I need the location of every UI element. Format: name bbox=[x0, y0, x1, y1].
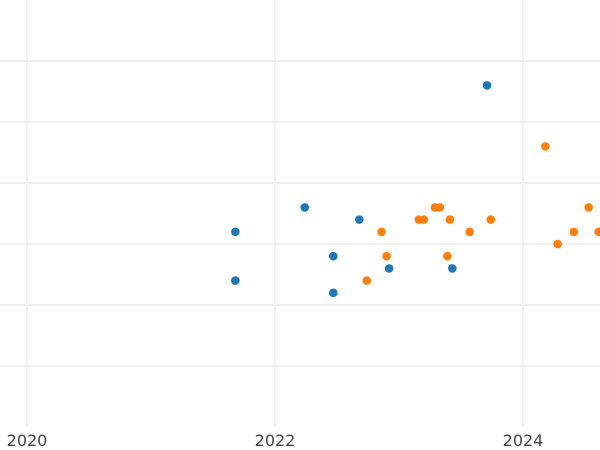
data-point-series-2 bbox=[362, 276, 372, 285]
data-point-series-1 bbox=[300, 203, 310, 212]
data-point-series-1 bbox=[231, 276, 240, 285]
data-point-series-1 bbox=[328, 288, 338, 298]
data-point-series-2 bbox=[435, 203, 445, 212]
data-point-series-2 bbox=[569, 227, 579, 237]
data-point-series-2 bbox=[382, 251, 391, 261]
grid bbox=[0, 0, 600, 427]
data-point-series-2 bbox=[584, 203, 594, 212]
data-point-series-2 bbox=[553, 239, 563, 249]
data-point-series-1 bbox=[355, 215, 364, 224]
data-point-series-2 bbox=[377, 227, 386, 237]
data-point-series-2 bbox=[594, 227, 600, 237]
x-axis-tick-labels: 2020202220242026 bbox=[7, 431, 544, 450]
x-tick-label: 2024 bbox=[503, 431, 544, 450]
data-point-series-2 bbox=[486, 215, 496, 224]
data-point-series-2 bbox=[445, 215, 455, 224]
data-point-series-2 bbox=[419, 215, 429, 224]
data-points bbox=[231, 81, 600, 298]
data-point-series-2 bbox=[465, 227, 474, 237]
data-point-series-1 bbox=[482, 81, 492, 90]
data-point-series-1 bbox=[231, 227, 240, 237]
data-point-series-1 bbox=[448, 264, 457, 273]
data-point-series-2 bbox=[443, 251, 452, 261]
data-point-series-1 bbox=[384, 264, 394, 273]
x-tick-label: 2020 bbox=[7, 431, 48, 450]
data-point-series-1 bbox=[328, 251, 338, 261]
x-tick-label: 2022 bbox=[255, 431, 296, 450]
data-point-series-2 bbox=[541, 142, 550, 151]
